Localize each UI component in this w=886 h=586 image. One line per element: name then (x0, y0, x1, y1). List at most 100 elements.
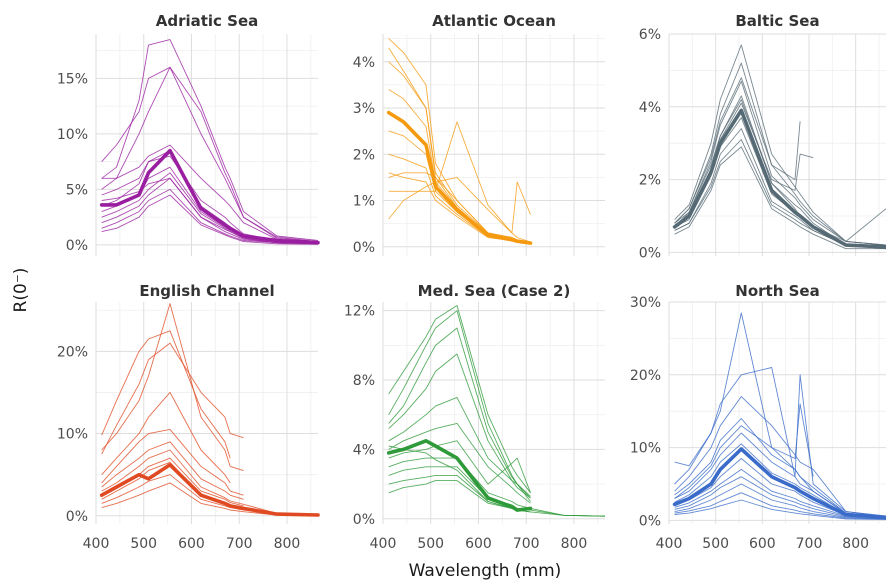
sample-spectrum-line (674, 139, 886, 250)
y-tick-label: 2% (639, 173, 661, 189)
x-tick-label: 600 (749, 536, 776, 552)
sample-spectrum-line (674, 367, 886, 518)
y-tick-label: 4% (639, 100, 661, 116)
sample-spectrum-line (101, 166, 319, 245)
sample-spectrum-line (674, 492, 886, 520)
x-tick-label: 500 (702, 536, 729, 552)
sample-spectrum-line (674, 458, 886, 519)
y-tick-label: 0% (639, 513, 661, 529)
sample-spectrum-line (101, 449, 319, 515)
x-tick-label: 600 (178, 536, 205, 552)
y-tick-label: 20% (57, 344, 88, 360)
x-tick-label: 600 (465, 536, 492, 552)
panel-baltic-sea: 0% 2% 4% 6% Baltic Sea (639, 12, 886, 261)
x-tick-label: 400 (656, 536, 683, 552)
mean-spectrum-line (386, 439, 533, 512)
x-tick-label: 800 (842, 536, 869, 552)
panel-atlantic-ocean: 0% 1% 2% 3% 4% Atlantic Ocean (353, 12, 605, 256)
mean-spectrum-line (99, 463, 320, 517)
sample-spectrum-line (674, 476, 886, 519)
sample-spectrum-line (674, 418, 886, 518)
mean-spectrum-line (386, 110, 533, 245)
y-tick-label: 6% (639, 27, 661, 43)
panel-title: Adriatic Sea (156, 12, 259, 30)
sample-spectrum-line (101, 474, 319, 516)
sample-spectrum-line (674, 403, 814, 499)
sample-spectrum-line (101, 391, 231, 484)
sample-spectrum-line (388, 61, 531, 243)
y-tick-label: 5% (66, 182, 88, 198)
sample-spectrum-line (388, 176, 531, 243)
sample-spectrum-line (101, 342, 244, 455)
sample-spectrum-line (388, 130, 531, 244)
sample-spectrum-line (101, 188, 319, 245)
panel-english-channel: 0% 10% 20% English Channel 400 500 600 700 800 (57, 282, 320, 552)
sample-spectrum-line (674, 62, 886, 246)
sample-spectrum-line (388, 327, 531, 499)
y-tick-label: 10% (57, 427, 88, 443)
y-tick-label: 10% (57, 127, 88, 143)
sample-spectrum-line (674, 80, 886, 246)
sample-spectrum-line (101, 303, 244, 472)
sample-spectrum-line (101, 144, 319, 244)
panels-layer: 0% 5% 10% 15% Adriatic Sea 0% 1% 2% 3% 4% Atlantic… (57, 12, 886, 552)
x-tick-label: 700 (796, 536, 823, 552)
sample-spectrum-line (388, 310, 531, 497)
sample-spectrum-line (388, 121, 531, 234)
sample-spectrum-line (388, 396, 531, 502)
x-tick-label: 500 (130, 536, 157, 552)
y-tick-label: 2% (353, 147, 375, 163)
sample-spectrum-line (101, 39, 319, 241)
sample-spectrum-line (674, 146, 886, 250)
y-tick-label: 3% (353, 101, 375, 117)
y-tick-label: 10% (630, 441, 661, 457)
y-tick-label: 0% (639, 245, 661, 261)
x-tick-label: 400 (83, 536, 110, 552)
panel-title: Atlantic Ocean (432, 12, 556, 30)
y-tick-label: 4% (353, 442, 375, 458)
sample-spectrum-line (388, 457, 606, 517)
sample-spectrum-line (674, 128, 886, 250)
sample-spectrum-line (101, 482, 318, 516)
y-tick-label: 20% (630, 368, 661, 384)
x-tick-label: 800 (561, 536, 588, 552)
panel-north-sea: 0% 10% 20% 30% North Sea 400 500 600 700 800 (630, 282, 886, 552)
sample-spectrum-line (101, 428, 244, 496)
x-tick-label: 400 (370, 536, 397, 552)
y-tick-label: 0% (353, 512, 375, 528)
sample-spectrum-line (674, 44, 886, 246)
sample-spectrum-line (388, 422, 531, 504)
y-tick-label: 0% (353, 240, 375, 256)
sample-spectrum-line (101, 177, 319, 245)
y-tick-label: 15% (57, 71, 88, 87)
sample-spectrum-line (674, 396, 886, 517)
y-tick-label: 0% (66, 509, 88, 525)
x-tick-label: 800 (274, 536, 301, 552)
sample-spectrum-line (674, 468, 886, 519)
sample-spectrum-line (101, 177, 319, 245)
sample-spectrum-line (101, 66, 319, 243)
sample-spectrum-line (674, 443, 886, 518)
mean-spectrum-line (99, 148, 320, 245)
panel-title: Baltic Sea (735, 12, 819, 30)
panel-med-sea-case-2: 0% 4% 8% 12% Med. Sea (Case 2) 400 500 600 700 80… (344, 282, 606, 552)
panel-title: North Sea (735, 282, 819, 300)
panel-title: Med. Sea (Case 2) (418, 282, 571, 300)
x-tick-label: 700 (513, 536, 540, 552)
x-axis-title: Wavelength (mm) (409, 561, 562, 581)
panel-title: English Channel (139, 282, 274, 300)
sample-spectrum-line (101, 330, 231, 459)
y-tick-label: 4% (353, 55, 375, 71)
sample-spectrum-line (388, 353, 531, 499)
mean-spectrum-line (672, 447, 886, 520)
sample-spectrum-line (674, 483, 886, 520)
sample-spectrum-line (101, 441, 244, 500)
sample-spectrum-line (388, 440, 531, 493)
mean-spectrum-line (672, 108, 886, 249)
y-tick-label: 1% (353, 194, 375, 210)
y-axis-title: R(0⁻) (11, 268, 31, 313)
y-tick-label: 8% (353, 373, 375, 389)
sample-spectrum-line (674, 432, 886, 518)
sample-spectrum-line (388, 172, 531, 244)
